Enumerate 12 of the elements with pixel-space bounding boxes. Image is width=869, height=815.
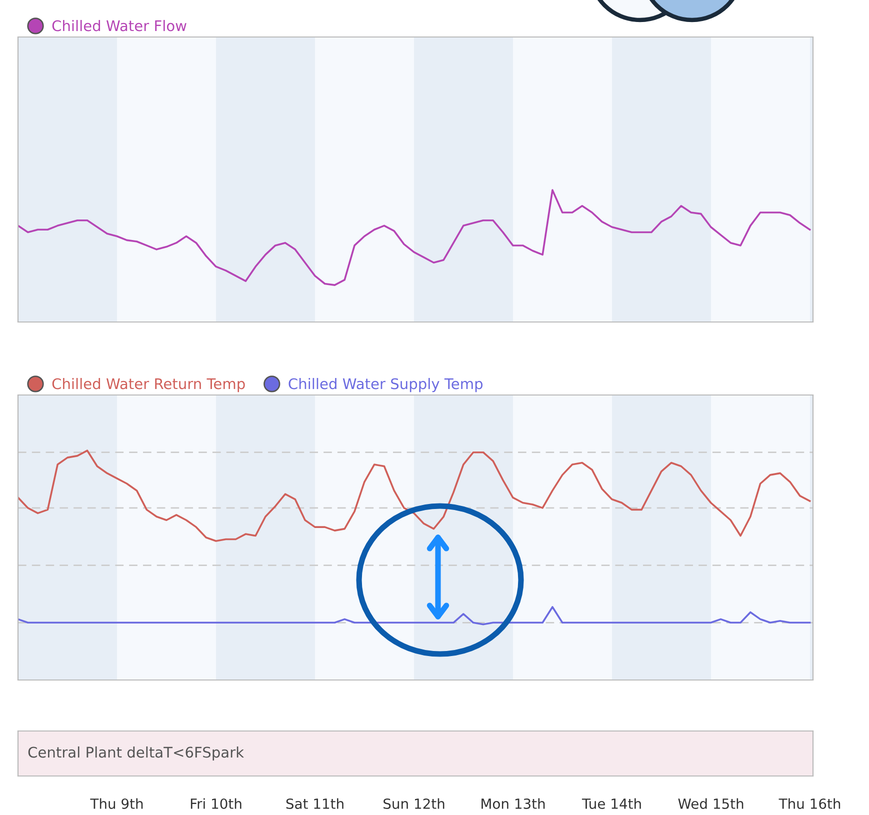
category-label: Mon 13th [482,798,545,809]
legend-label: Chilled Water Flow [52,20,186,32]
legend-label: Chilled Water Return Temp [52,378,245,392]
category-label: Tue 14th [582,798,641,809]
category-label: Sun 12th [384,798,444,809]
category-label: Sat 11th [286,798,344,809]
legend-label: Chilled Water Supply Temp [288,378,483,392]
category-label: Fri 10th [190,798,242,809]
text: Central Plant deltaT<6FSpark [28,746,244,761]
category-label: Wed 15th [678,798,744,809]
category-label: Thu 16th [778,798,840,809]
category-label: Thu 9th [90,798,143,809]
